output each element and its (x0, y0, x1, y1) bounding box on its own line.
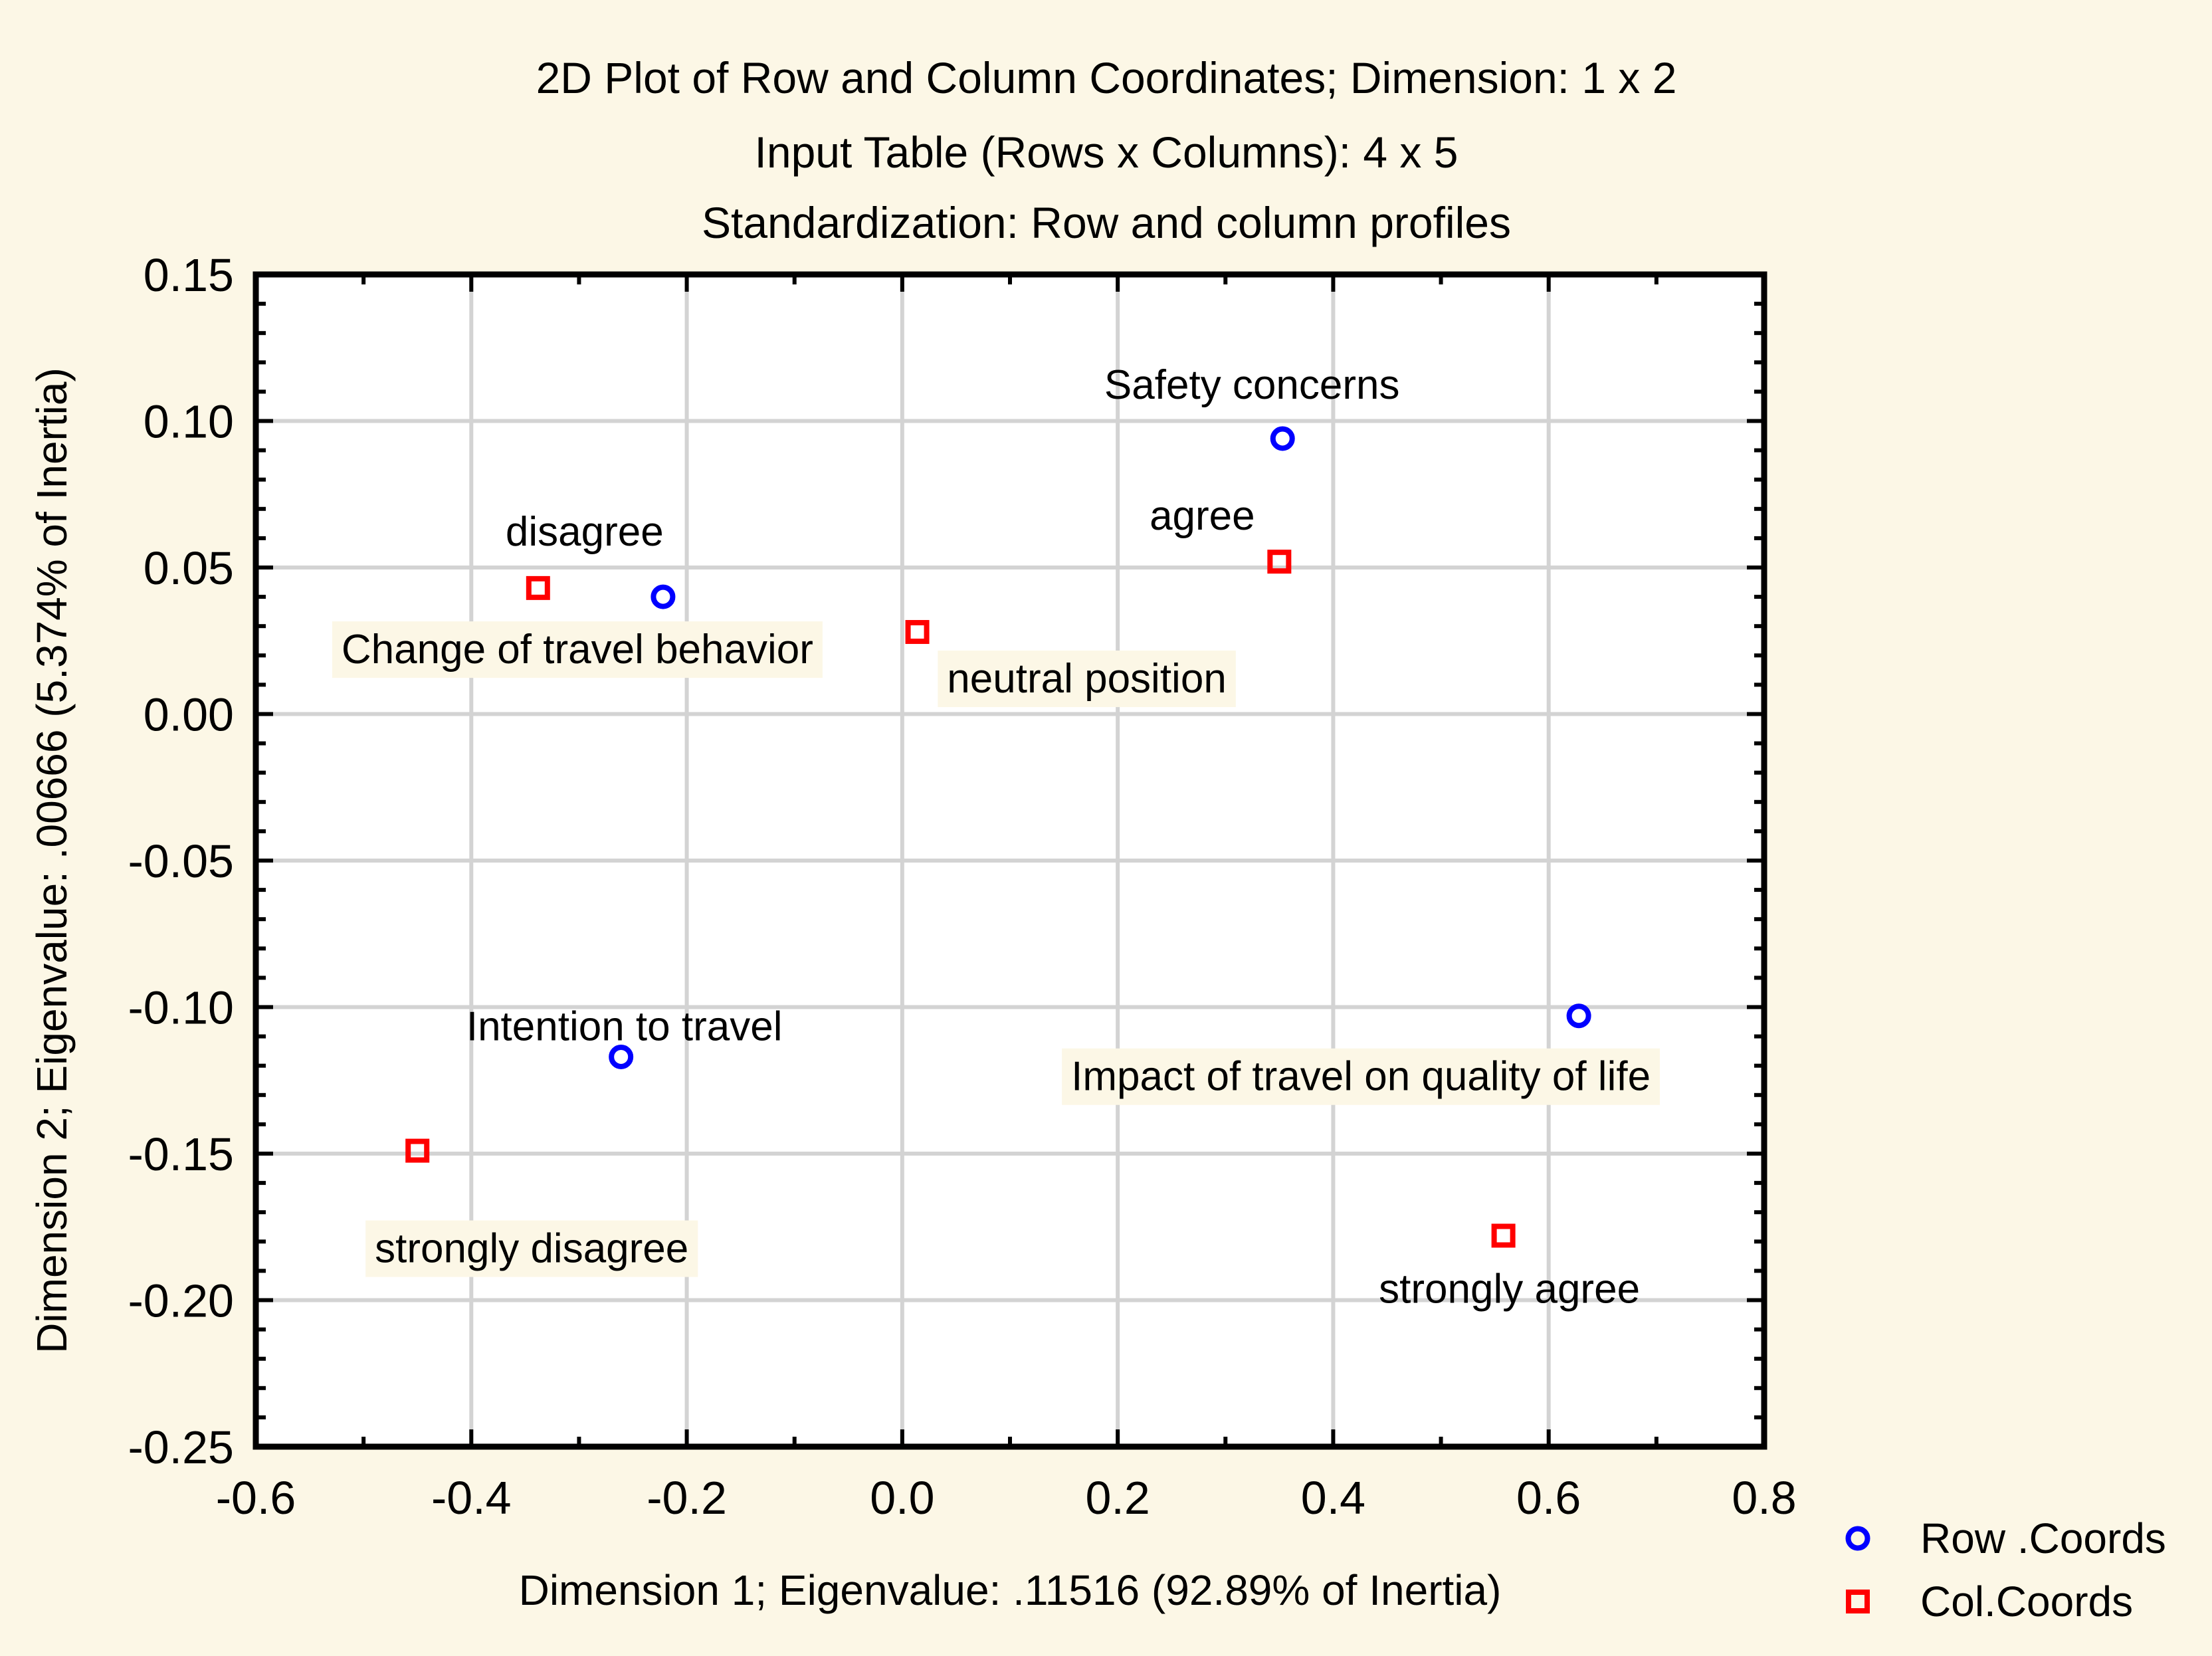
col-point-marker (405, 1138, 430, 1163)
y-tick-label: 0.15 (144, 249, 234, 301)
x-tick-label: -0.4 (431, 1472, 512, 1524)
point-label: disagree (506, 509, 664, 555)
chart-title-line-1: 2D Plot of Row and Column Coordinates; D… (536, 53, 1677, 102)
col-point-marker (1267, 550, 1292, 574)
row-point-marker (651, 584, 676, 609)
chart-title-line-2: Input Table (Rows x Columns): 4 x 5 (755, 128, 1458, 177)
row-point-marker (609, 1044, 634, 1069)
legend-col-coords-icon (1846, 1590, 1870, 1613)
y-tick-label: 0.05 (144, 542, 234, 594)
y-axis-title: Dimension 2; Eigenvalue: .00666 (5.374% … (28, 367, 76, 1354)
y-tick-label: -0.10 (128, 982, 234, 1034)
legend: Row .Coords Col.Coords (1845, 1514, 2166, 1625)
y-tick-label: -0.25 (128, 1421, 234, 1473)
point-label: Safety concerns (1104, 362, 1400, 408)
point-label: agree (1150, 493, 1255, 539)
y-tick-label: 0.00 (144, 689, 234, 741)
x-tick-label: -0.2 (647, 1472, 727, 1524)
chart-title-line-3: Standardization: Row and column profiles (702, 198, 1511, 247)
row-point-marker (1566, 1003, 1591, 1029)
y-tick-label: -0.15 (128, 1128, 234, 1180)
col-point-marker (1491, 1223, 1516, 1248)
y-tick-label: -0.05 (128, 835, 234, 887)
point-label-background (938, 651, 1236, 708)
x-tick-label: 0.6 (1516, 1472, 1581, 1524)
row-point-marker (1270, 426, 1295, 451)
legend-row-coords-icon (1845, 1526, 1870, 1551)
plot-frame (252, 271, 1767, 1450)
point-label: neutral position (947, 656, 1227, 702)
x-tick-label: 0.4 (1301, 1472, 1365, 1524)
point-label-background (1062, 1048, 1660, 1105)
legend-row-coords-label: Row .Coords (1920, 1514, 2166, 1562)
y-tick-label: -0.20 (128, 1275, 234, 1327)
point-label: strongly agree (1379, 1266, 1640, 1312)
x-tick-label: 0.2 (1085, 1472, 1150, 1524)
point-label: Intention to travel (466, 1003, 783, 1049)
point-label: Change of travel behavior (342, 627, 813, 673)
x-axis-title: Dimension 1; Eigenvalue: .11516 (92.89% … (519, 1566, 1502, 1614)
y-tick-label: 0.10 (144, 396, 234, 448)
point-label-background (332, 621, 823, 678)
x-tick-label: 0.8 (1732, 1472, 1796, 1524)
col-point-marker (905, 620, 930, 645)
point-label-background (365, 1220, 698, 1277)
plot-area: -0.6 -0.4 -0.2 0.0 0.2 0.4 0.6 0.8 0.15 0.10 0.05 0… (128, 249, 1796, 1524)
x-tick-label: -0.6 (216, 1472, 296, 1524)
col-point-marker (526, 575, 550, 600)
x-tick-label: 0.0 (870, 1472, 934, 1524)
legend-col-coords-label: Col.Coords (1920, 1578, 2133, 1625)
point-label: strongly disagree (375, 1226, 688, 1272)
point-label: Impact of travel on quality of life (1071, 1054, 1651, 1100)
